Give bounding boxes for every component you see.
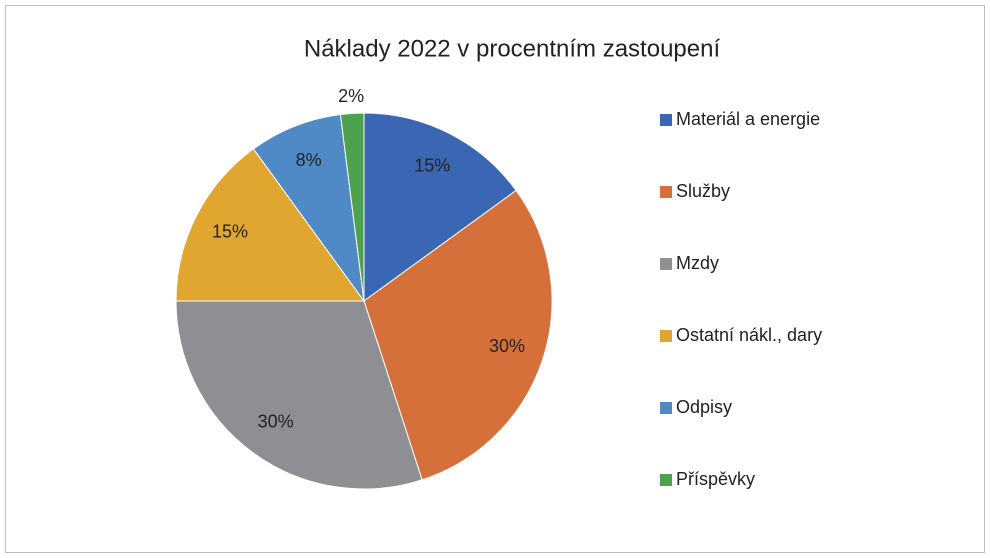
legend-label: Odpisy <box>676 397 732 417</box>
pie-slice <box>363 189 553 481</box>
chart-title: Náklady 2022 v procentním zastoupení <box>304 35 721 62</box>
data-label: 2% <box>338 86 364 106</box>
pie-slice <box>175 148 365 302</box>
pie-slice <box>363 112 517 302</box>
pie-slice <box>252 113 365 302</box>
legend-swatch <box>660 258 672 270</box>
data-label: 30% <box>489 336 525 356</box>
pie-slice <box>339 112 365 302</box>
legend-swatch <box>660 186 672 198</box>
data-label: 15% <box>212 221 248 241</box>
pie-slice <box>175 300 423 490</box>
legend-swatch <box>660 330 672 342</box>
legend-label: Materiál a energie <box>676 109 820 129</box>
legend-swatch <box>660 474 672 486</box>
legend-label: Služby <box>676 181 730 201</box>
legend-label: Mzdy <box>676 253 719 273</box>
data-label: 8% <box>296 150 322 170</box>
legend-label: Příspěvky <box>676 469 755 489</box>
legend-swatch <box>660 114 672 126</box>
data-label: 15% <box>414 156 450 176</box>
legend-label: Ostatní nákl., dary <box>676 325 822 345</box>
legend-swatch <box>660 402 672 414</box>
data-label: 30% <box>258 411 294 431</box>
